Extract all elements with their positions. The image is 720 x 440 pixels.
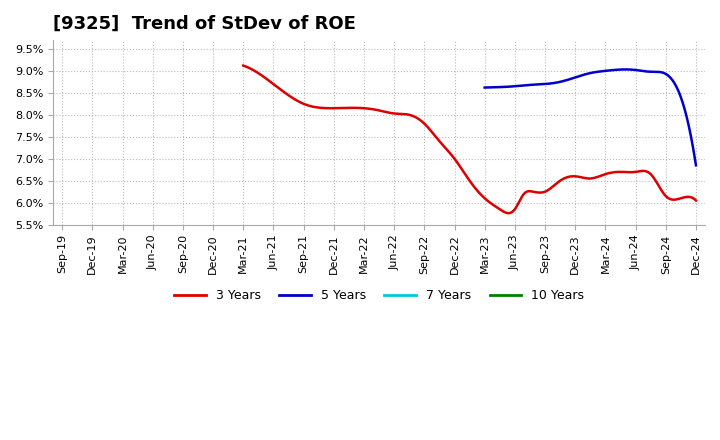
3 Years (240, 63, 249, 69)
3 Years (651, 177, 660, 183)
Line: 5 Years: 5 Years (485, 70, 696, 165)
Legend: 3 Years, 5 Years, 7 Years, 10 Years: 3 Years, 5 Years, 7 Years, 10 Years (169, 284, 589, 307)
3 Years (239, 63, 248, 68)
5 Years (606, 68, 615, 73)
5 Years (610, 67, 618, 73)
5 Years (672, 85, 681, 90)
3 Years (622, 169, 631, 175)
5 Years (480, 85, 489, 90)
5 Years (606, 68, 614, 73)
3 Years (518, 194, 526, 199)
Line: 3 Years: 3 Years (243, 66, 696, 213)
5 Years (621, 67, 629, 72)
3 Years (508, 209, 517, 214)
3 Years (510, 207, 518, 213)
5 Years (692, 163, 701, 168)
3 Years (692, 198, 701, 203)
Text: [9325]  Trend of StDev of ROE: [9325] Trend of StDev of ROE (53, 15, 356, 33)
5 Years (481, 85, 490, 90)
3 Years (504, 210, 513, 216)
5 Years (659, 70, 667, 76)
